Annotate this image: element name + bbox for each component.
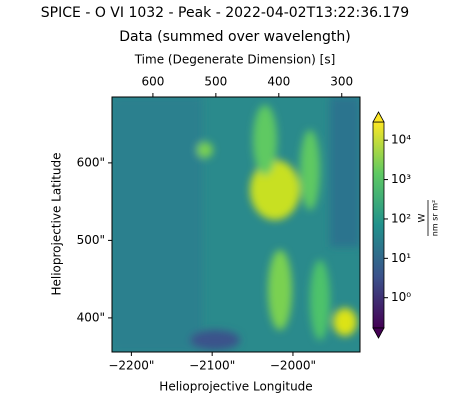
colorbar-unit-numerator: W: [418, 213, 428, 222]
colorbar-unit-denominator: nm sr m²: [431, 200, 440, 236]
colorbar-tick-label: 10²: [391, 211, 411, 225]
colorbar: [372, 121, 385, 329]
colorbar-extend-max: [372, 111, 385, 123]
x-tick-label: −2000": [270, 359, 316, 373]
top-x-tick-label: 500: [204, 75, 227, 89]
solar-image: [112, 97, 360, 352]
x-tick-label: −2100": [189, 359, 235, 373]
y-axis-label: Helioprojective Latitude: [50, 152, 64, 295]
top-x-tick-label: 400: [267, 75, 290, 89]
y-tick-label: 400": [77, 310, 105, 324]
colorbar-tick-label: 10¹: [391, 251, 411, 265]
chart-title: SPICE - O VI 1032 - Peak - 2022-04-02T13…: [41, 5, 409, 21]
colorbar-tick-label: 10³: [391, 172, 411, 186]
x-axis-label: Helioprojective Longitude: [159, 380, 312, 394]
x-tick-label: −2200": [108, 359, 154, 373]
y-tick-label: 600": [77, 155, 105, 169]
chart-subtitle: Data (summed over wavelength): [119, 29, 350, 45]
top-axis-label: Time (Degenerate Dimension) [s]: [134, 53, 336, 67]
colorbar-tick-label: 10⁴: [391, 133, 411, 147]
colorbar-extend-min: [372, 327, 385, 339]
colorbar-tick-label: 10⁰: [391, 290, 411, 304]
top-x-tick-label: 600: [141, 75, 164, 89]
top-x-tick-label: 300: [330, 75, 353, 89]
plot-frame: [111, 96, 361, 353]
y-tick-label: 500": [77, 233, 105, 247]
